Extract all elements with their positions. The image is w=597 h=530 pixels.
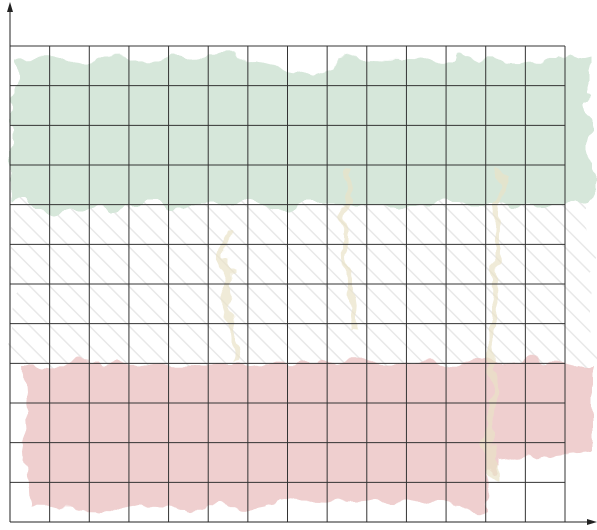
flag-background bbox=[14, 55, 590, 510]
green-band bbox=[14, 55, 590, 205]
x-axis-arrow bbox=[587, 519, 597, 525]
canvas bbox=[0, 0, 597, 530]
y-axis-arrow bbox=[7, 2, 13, 12]
white-band bbox=[14, 205, 590, 365]
red-band bbox=[20, 362, 590, 510]
